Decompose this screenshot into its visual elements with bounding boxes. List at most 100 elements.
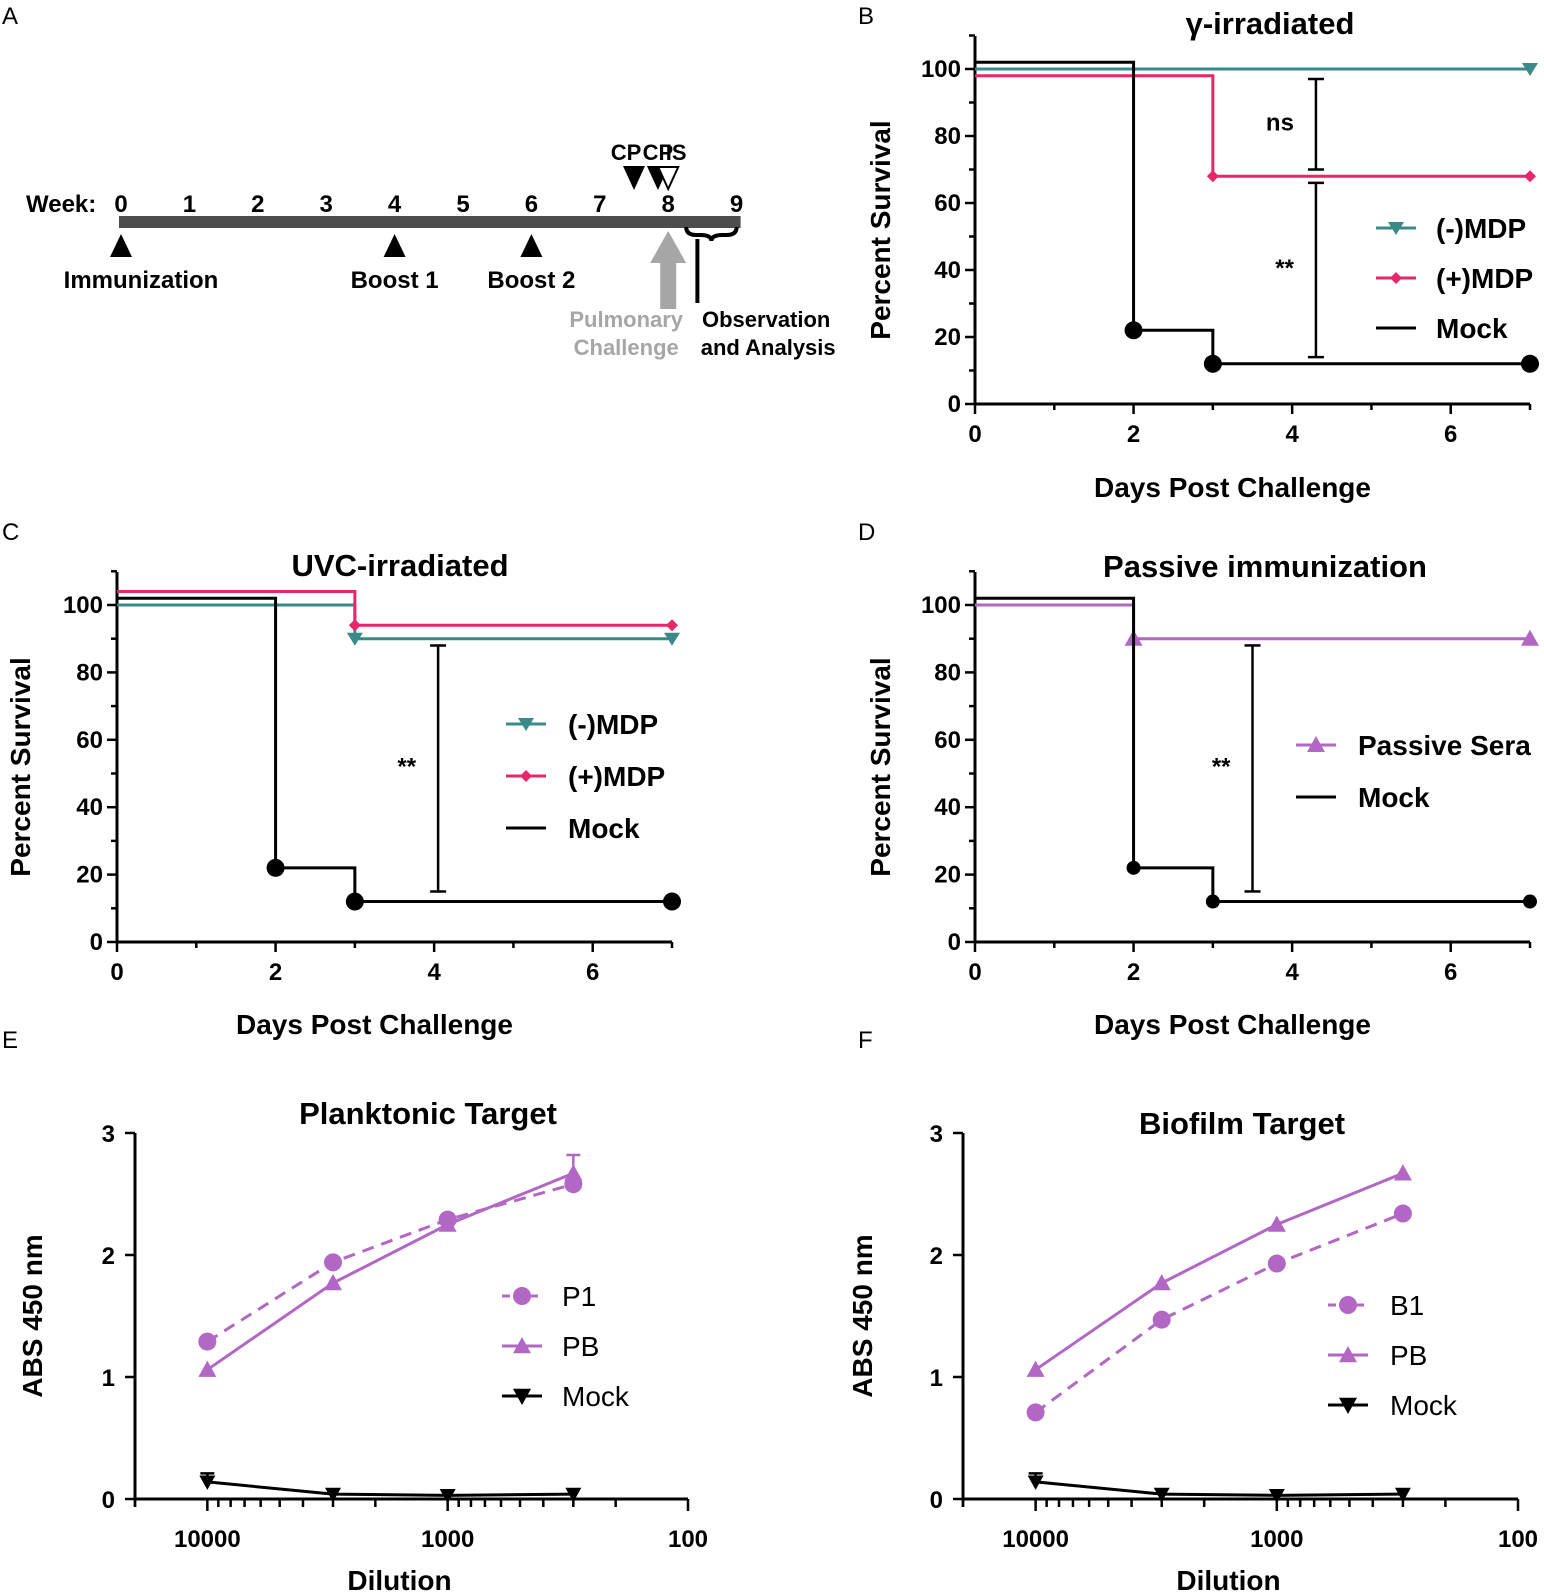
y-tick-label-2: 2: [930, 1243, 943, 1270]
point-pb-1: [324, 1274, 343, 1291]
point-mock-2: [1521, 354, 1539, 373]
point-mock-3: [1394, 1487, 1411, 1503]
point-b1-0: [1026, 1403, 1045, 1422]
legend-label-b1: B1: [1390, 1290, 1424, 1321]
series-line-mock: [117, 596, 672, 904]
chart-title-b: γ-irradiated: [1186, 6, 1355, 41]
x-axis-label: Dilution: [1176, 1565, 1280, 1592]
series-line-pb: [1034, 1171, 1404, 1371]
point-mock-2: [439, 1488, 456, 1504]
series-line-mock: [975, 60, 1530, 366]
y-tick-label-100: 100: [63, 592, 103, 619]
legend-label-mdp: (-)MDP: [568, 709, 658, 740]
y-tick-label-0: 0: [102, 1487, 115, 1514]
legend-label-passive-sera: Passive Sera: [1358, 730, 1531, 761]
y-tick-label-0: 0: [948, 929, 961, 956]
y-tick-label-20: 20: [76, 862, 103, 889]
x-tick-label-0: 0: [968, 959, 981, 986]
point-p1-1: [324, 1253, 343, 1272]
x-axis-label: Days Post Challenge: [1094, 1009, 1371, 1040]
sig-label-stars-1: **: [1275, 255, 1294, 282]
y-axis-label: ABS 450 nm: [847, 1234, 878, 1397]
point-mock-0: [1124, 321, 1143, 340]
legend-label-mock: Mock: [568, 813, 640, 844]
y-tick-label-60: 60: [934, 727, 961, 754]
point-mdp-1: [666, 619, 678, 632]
x-tick-label-6: 6: [586, 959, 599, 986]
legend-label-mock: Mock: [1436, 313, 1508, 344]
y-tick-label-40: 40: [76, 794, 103, 821]
event-arrow-immunization: [110, 234, 132, 257]
x-tick-label-100: 100: [668, 1526, 708, 1553]
sig-label-ns-0: ns: [1266, 109, 1294, 136]
y-tick-label-100: 100: [921, 592, 961, 619]
y-axis-label: Percent Survival: [865, 657, 896, 876]
y-tick-label-3: 3: [930, 1121, 943, 1148]
marker-label-is-2: IS: [666, 140, 687, 165]
point-mock-2: [663, 892, 681, 911]
series-line-p1: [206, 1182, 574, 1343]
series-line-b1: [1034, 1212, 1404, 1414]
x-tick-label-6: 6: [1444, 959, 1457, 986]
week-tick-1: 1: [183, 191, 196, 218]
point-mock-1: [1153, 1487, 1170, 1503]
x-tick-label-1000: 1000: [1250, 1526, 1303, 1553]
y-tick-label-40: 40: [934, 794, 961, 821]
point-mock-1: [1203, 354, 1222, 373]
point-pb-0: [1026, 1360, 1045, 1377]
chart-title-f: Biofilm Target: [1139, 1106, 1345, 1141]
point-pb-3: [1393, 1164, 1412, 1181]
timeline-bar: [119, 216, 741, 228]
week-tick-7: 7: [593, 191, 606, 218]
pulmonary-arrow-head: [650, 231, 687, 263]
legend-label-mdp: (-)MDP: [1436, 213, 1526, 244]
chart-c-uvc-irradiated: UVC-irradiated 0 20 40 60 80 100 0 2 4 6 Days Post …: [5, 548, 681, 1040]
week-tick-5: 5: [456, 191, 469, 218]
x-tick-label-6: 6: [1444, 421, 1457, 448]
legend-marker-pb: [513, 1337, 531, 1354]
point-mdp-0: [346, 632, 363, 646]
observation-bracket: [684, 226, 739, 242]
point-pb-3: [564, 1164, 583, 1181]
x-tick-label-4: 4: [427, 959, 441, 986]
series-line-mdp: [117, 590, 672, 627]
panel-letter-e: E: [2, 1027, 18, 1054]
chart-title-e: Planktonic Target: [299, 1096, 557, 1131]
legend-label-mock: Mock: [1390, 1390, 1458, 1421]
event-label-boost-1: Boost 1: [351, 267, 439, 294]
x-axis-label: Days Post Challenge: [1094, 472, 1371, 503]
x-tick-label-10000: 10000: [174, 1526, 241, 1553]
marker-label-cp-0: CP: [611, 140, 642, 165]
point-b1-1: [1152, 1310, 1171, 1329]
week-tick-3: 3: [320, 191, 333, 218]
week-label: Week:: [26, 191, 96, 218]
point-mock-1: [345, 892, 364, 911]
challenge-marker-2: [656, 166, 680, 192]
y-tick-label-1: 1: [102, 1365, 115, 1392]
point-mock-0: [199, 1475, 216, 1490]
point-b1-2: [1267, 1254, 1286, 1273]
sig-label-stars-0: **: [397, 753, 416, 780]
point-p1-0: [198, 1332, 217, 1351]
event-arrow-boost-1: [383, 234, 406, 257]
series-line-pb: [206, 1171, 574, 1371]
x-tick-label-10000: 10000: [1002, 1526, 1069, 1553]
marker-label-cp-1: CP: [643, 140, 674, 165]
legend-marker-mdp: [1390, 272, 1402, 284]
legend-marker-mock: [1339, 1397, 1357, 1414]
event-label-immunization: Immunization: [64, 267, 219, 294]
chart-b-gamma-irradiated: γ-irradiated 0 20 40 60 80 100 0 2 4 6 Days Post Ch…: [865, 6, 1539, 503]
panel-letter-f: F: [858, 1027, 873, 1054]
point-pb-1: [1152, 1274, 1171, 1291]
x-tick-label-100: 100: [1498, 1526, 1538, 1553]
y-tick-label-100: 100: [921, 56, 961, 83]
series-line-mock: [207, 1480, 574, 1497]
point-pb-2: [1267, 1215, 1286, 1232]
legend-label-mock: Mock: [1358, 782, 1430, 813]
legend-marker-b1: [1339, 1296, 1357, 1314]
y-tick-label-80: 80: [934, 659, 961, 686]
point-pb-2: [438, 1215, 457, 1232]
point-b1-3: [1393, 1204, 1412, 1223]
point-mock-1: [325, 1487, 342, 1503]
